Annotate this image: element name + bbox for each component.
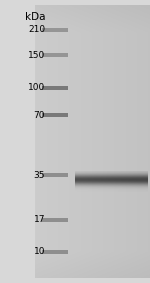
Text: 210: 210 [28, 25, 45, 35]
Bar [42, 250, 68, 254]
Bar [42, 28, 68, 32]
Text: 70: 70 [33, 110, 45, 119]
Bar [42, 173, 68, 177]
Bar [42, 218, 68, 222]
Bar [42, 86, 68, 90]
Text: 35: 35 [33, 170, 45, 179]
Bar [42, 53, 68, 57]
Bar [0, 0, 35, 283]
Text: 100: 100 [28, 83, 45, 93]
Text: 150: 150 [28, 50, 45, 59]
Text: 10: 10 [33, 248, 45, 256]
Bar [42, 113, 68, 117]
Text: kDa: kDa [24, 12, 45, 22]
Text: 17: 17 [33, 215, 45, 224]
